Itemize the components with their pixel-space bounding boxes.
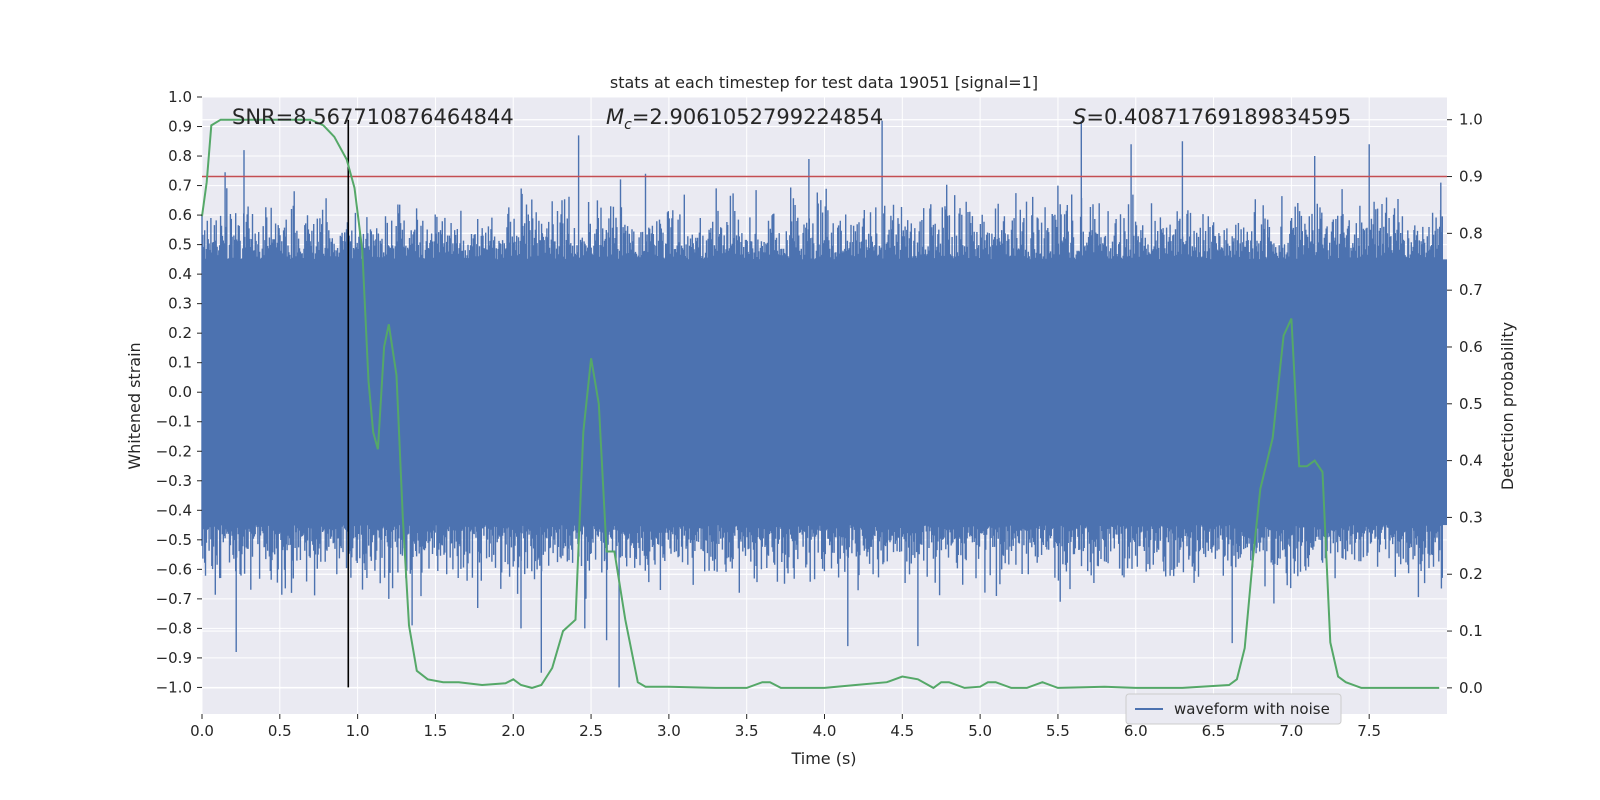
x-tick-label: 6.0 bbox=[1124, 722, 1148, 740]
y-left-tick-label: −1.0 bbox=[156, 678, 192, 696]
y-left-tick-label: 0.5 bbox=[168, 236, 192, 254]
chirp-mass-annotation: Mc=2.9061052799224854 bbox=[606, 105, 883, 133]
x-tick-label: 3.5 bbox=[735, 722, 759, 740]
y-right-tick-label: 0.8 bbox=[1459, 224, 1483, 242]
x-tick-label: 2.0 bbox=[501, 722, 525, 740]
y-left-tick-label: 0.9 bbox=[168, 118, 192, 136]
y-right-ticks: 1.0 0.9 0.8 0.7 0.6 0.5 0.4 0.3 0.2 0.1 0.0 bbox=[1447, 111, 1483, 697]
legend: waveform with noise bbox=[1125, 693, 1342, 725]
y-left-ticks: 1.0 0.9 0.8 0.7 0.6 0.5 0.4 0.3 0.2 0.1 0.0 −0.1 −0.… bbox=[156, 88, 202, 696]
waveform-core bbox=[202, 259, 1447, 526]
y-left-tick-label: −0.7 bbox=[156, 590, 192, 608]
chart-title: stats at each timestep for test data 190… bbox=[610, 73, 1038, 92]
x-tick-label: 6.5 bbox=[1202, 722, 1226, 740]
y-left-tick-label: −0.6 bbox=[156, 560, 192, 578]
y-right-tick-label: 0.5 bbox=[1459, 395, 1483, 413]
spin-symbol: S bbox=[1073, 105, 1086, 129]
chirp-mass-value: =2.9061052799224854 bbox=[632, 105, 883, 129]
legend-box bbox=[1125, 693, 1342, 725]
waveform-series bbox=[201, 120, 1447, 688]
x-tick-label: 2.5 bbox=[579, 722, 603, 740]
probability-line bbox=[201, 118, 1440, 690]
y-right-tick-label: 0.0 bbox=[1459, 679, 1483, 697]
y-left-tick-label: 0.2 bbox=[168, 324, 192, 342]
y-right-tick-label: 0.3 bbox=[1459, 508, 1483, 526]
x-ticks: 0.0 0.5 1.0 1.5 2.0 2.5 3.0 3.5 4.0 4.5 5.0 5.5 6.0 6… bbox=[190, 714, 1381, 740]
y-left-tick-label: −0.1 bbox=[156, 413, 192, 431]
y-left-tick-label: 0.3 bbox=[168, 295, 192, 313]
y-right-tick-label: 0.9 bbox=[1459, 168, 1483, 186]
y-left-tick-label: −0.3 bbox=[156, 472, 192, 490]
spin-value: =0.40871769189834595 bbox=[1086, 105, 1351, 129]
spin-annotation: S=0.40871769189834595 bbox=[1073, 105, 1351, 129]
x-tick-label: 5.5 bbox=[1046, 722, 1070, 740]
x-tick-label: 5.0 bbox=[968, 722, 992, 740]
y-left-axis-label: Whitened strain bbox=[125, 342, 144, 469]
y-left-tick-label: 0.1 bbox=[168, 354, 192, 372]
y-left-tick-label: 0.0 bbox=[168, 383, 192, 401]
chirp-mass-subscript: c bbox=[624, 117, 632, 133]
chirp-mass-symbol: M bbox=[606, 105, 624, 129]
legend-entry-waveform: waveform with noise bbox=[1174, 700, 1330, 718]
y-left-tick-label: −0.4 bbox=[156, 501, 192, 519]
snr-annotation: SNR=8.567710876464844 bbox=[232, 105, 514, 129]
x-tick-label: 7.5 bbox=[1357, 722, 1381, 740]
y-right-tick-label: 0.6 bbox=[1459, 338, 1483, 356]
x-tick-label: 7.0 bbox=[1279, 722, 1303, 740]
y-left-tick-label: −0.9 bbox=[156, 649, 192, 667]
y-left-tick-label: −0.5 bbox=[156, 531, 192, 549]
y-right-axis-label: Detection probability bbox=[1498, 322, 1517, 490]
x-tick-label: 3.0 bbox=[657, 722, 681, 740]
y-right-tick-label: 0.2 bbox=[1459, 565, 1483, 583]
y-left-tick-label: 0.6 bbox=[168, 206, 192, 224]
x-axis-label: Time (s) bbox=[790, 749, 856, 768]
y-left-tick-label: 0.7 bbox=[168, 177, 192, 195]
x-tick-label: 4.0 bbox=[813, 722, 837, 740]
y-left-tick-label: −0.8 bbox=[156, 619, 192, 637]
y-left-tick-label: 0.8 bbox=[168, 147, 192, 165]
x-tick-label: 4.5 bbox=[890, 722, 914, 740]
y-right-tick-label: 1.0 bbox=[1459, 111, 1483, 129]
y-right-tick-label: 0.1 bbox=[1459, 622, 1483, 640]
y-left-tick-label: −0.2 bbox=[156, 442, 192, 460]
y-right-tick-label: 0.4 bbox=[1459, 452, 1483, 470]
x-tick-label: 1.0 bbox=[346, 722, 370, 740]
y-left-tick-label: 1.0 bbox=[168, 88, 192, 106]
x-tick-label: 0.5 bbox=[268, 722, 292, 740]
x-tick-label: 1.5 bbox=[424, 722, 448, 740]
y-right-tick-label: 0.7 bbox=[1459, 281, 1483, 299]
y-left-tick-label: 0.4 bbox=[168, 265, 192, 283]
x-tick-label: 0.0 bbox=[190, 722, 214, 740]
